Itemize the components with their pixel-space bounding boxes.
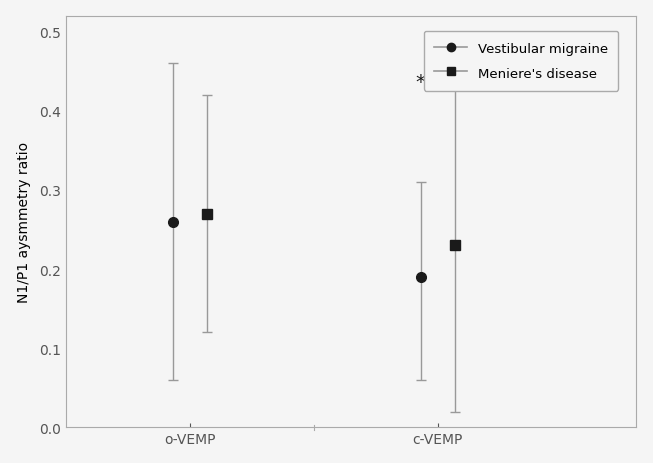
Y-axis label: N1/P1 aysmmetry ratio: N1/P1 aysmmetry ratio (17, 142, 31, 302)
Legend: Vestibular migraine, Meniere's disease: Vestibular migraine, Meniere's disease (424, 31, 618, 91)
Text: *: * (415, 73, 426, 92)
